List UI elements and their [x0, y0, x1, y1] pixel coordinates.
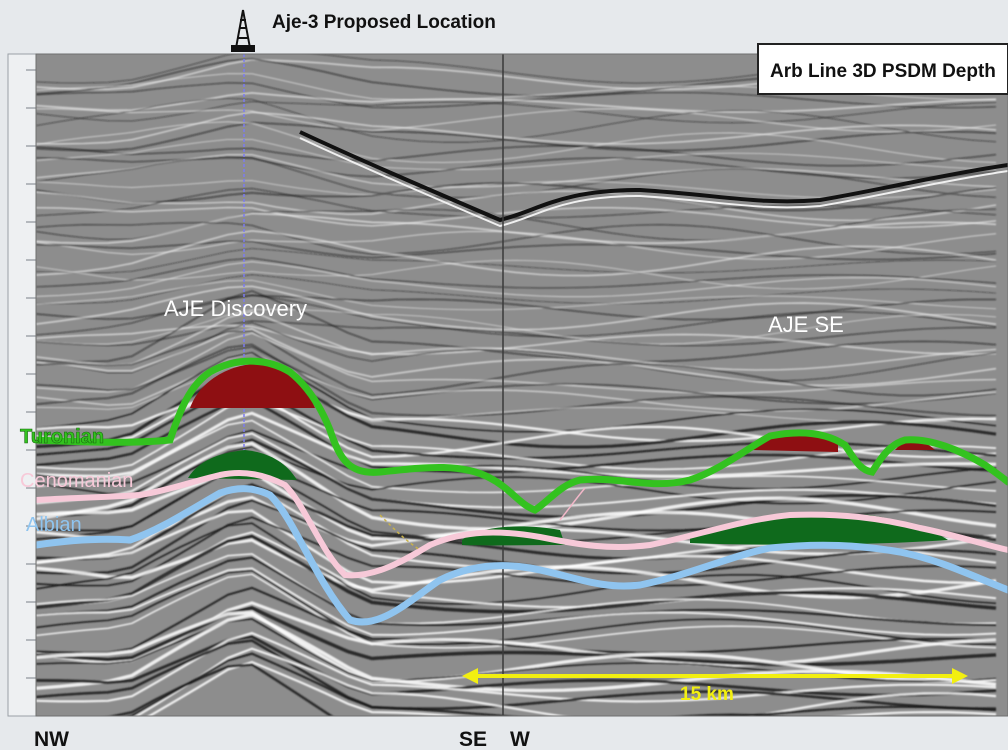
seismic-reflector-line — [36, 294, 997, 338]
seismic-reflector-line — [36, 438, 997, 519]
section-title: Arb Line 3D PSDM Depth — [770, 61, 996, 82]
seismic-reflector-line — [36, 328, 997, 387]
seismic-reflector-line — [36, 635, 997, 697]
seabed-reflector — [299, 130, 1008, 223]
fault-trace — [559, 487, 586, 521]
seismic-reflector-line — [147, 660, 997, 716]
drilling-rig-icon — [231, 9, 255, 52]
seismic-reflector-line — [36, 230, 997, 277]
discovery-label: AJE Discovery — [164, 296, 307, 321]
seismic-reflector-line — [36, 365, 997, 449]
seismic-reflector-line — [36, 429, 997, 490]
seismic-reflector-line — [36, 230, 997, 260]
seismic-reflector-line — [36, 279, 997, 311]
seismic-reflector-line — [36, 145, 997, 167]
seismic-reflector-line — [108, 663, 784, 716]
seismic-reflector-line — [36, 153, 997, 188]
depth-scale — [7, 53, 37, 717]
seismic-reflector-line — [36, 586, 997, 654]
seismic-reflector-line — [36, 567, 997, 636]
seismic-reflector-line — [36, 516, 997, 587]
seismic-reflector-line — [36, 612, 997, 693]
seismic-reflector-line — [36, 534, 997, 614]
horizon-albian — [36, 485, 1008, 626]
seismic-reflector-line — [36, 190, 997, 222]
direction-se: SE — [459, 728, 487, 750]
seismic-reflector-line — [36, 138, 997, 171]
seismic-reflector-line — [36, 100, 997, 124]
horizon-turonian — [36, 357, 1008, 514]
oil-accumulation-aje — [188, 450, 297, 480]
seismic-reflector-line — [36, 606, 997, 667]
seismic-reflector-line — [36, 290, 997, 363]
seismic-reflector-line — [36, 121, 997, 164]
seismic-reflector-line — [36, 411, 997, 478]
section-title-box: Arb Line 3D PSDM Depth — [757, 43, 1008, 95]
seismic-reflector-line — [36, 329, 997, 397]
seismic-reflector-line — [36, 639, 997, 711]
seabed-reflector-highlight — [299, 137, 1008, 228]
seismic-reflector-line — [36, 222, 997, 255]
seismic-reflector-line — [36, 82, 997, 109]
seismic-reflector-line — [36, 294, 996, 321]
seismic-reflector-line — [36, 553, 997, 625]
panel-border — [35, 53, 1008, 717]
seismic-reflector-line — [36, 259, 997, 290]
seismic-reflector-line — [36, 321, 997, 382]
seismic-reflector-line — [36, 309, 997, 345]
horizon-cenomanian — [36, 470, 1008, 579]
seismic-reflector-line — [36, 261, 997, 298]
seismic-reflector-line — [36, 398, 997, 474]
well-title: Aje-3 Proposed Location — [272, 12, 496, 33]
seismic-reflector-line — [36, 285, 997, 331]
scale-bar — [462, 668, 968, 684]
seismic-reflector-line — [36, 569, 997, 646]
seismic-reflector-line — [36, 556, 997, 626]
seismic-reflector-line — [36, 257, 997, 289]
seismic-reflectors — [36, 54, 997, 716]
seismic-reflector-line — [36, 320, 997, 347]
horizon-label-albian: Albian — [26, 514, 82, 536]
seismic-reflector-line — [36, 432, 997, 509]
seismic-reflector-line — [36, 310, 997, 371]
seismic-reflector-line — [36, 419, 997, 494]
direction-nw: NW — [34, 728, 69, 750]
seismic-reflector-line — [36, 509, 997, 585]
seismic-panel — [36, 54, 1008, 716]
seismic-reflector-line — [36, 248, 997, 274]
se-prospect-label: AJE SE — [768, 312, 844, 337]
direction-w: W — [510, 728, 530, 750]
seismic-reflector-line — [36, 397, 997, 471]
seismic-reflector-line — [36, 352, 997, 433]
fault-trace — [379, 514, 421, 551]
seismic-reflector-line — [36, 522, 997, 605]
horizon-label-cenomanian: Cenomanian — [20, 470, 133, 492]
seismic-reflector-line — [36, 121, 997, 152]
seismic-reflector-line — [36, 182, 997, 212]
seismic-reflector-line — [36, 108, 997, 133]
horizon-label-turonian: Turonian — [20, 426, 104, 448]
scale-bar-label: 15 km — [680, 684, 734, 705]
gas-accumulation-aje — [190, 364, 315, 408]
seismic-reflector-line — [36, 332, 997, 394]
seismic-reflector-line — [36, 631, 997, 703]
seismic-reflector-line — [36, 343, 997, 417]
